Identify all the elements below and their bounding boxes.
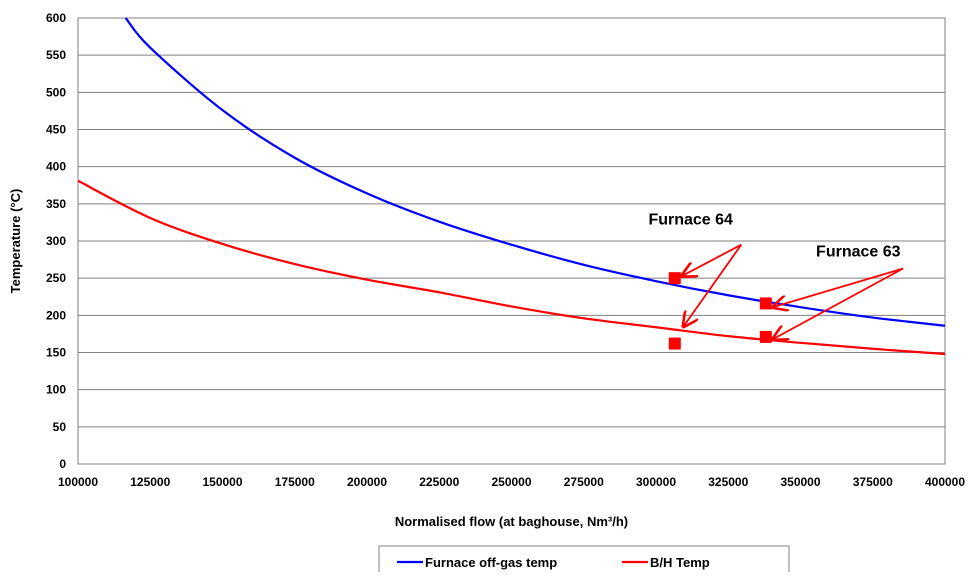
y-tick-label: 150: [46, 346, 66, 360]
x-tick-label: 100000: [58, 475, 98, 489]
plot-area-frame: [77, 17, 946, 465]
y-tick-label: 550: [46, 48, 66, 62]
y-axis-tick-labels: 0 50 100 150 200 250 300 350 400 450 500 550 600: [46, 11, 66, 471]
x-tick-label: 350000: [780, 475, 820, 489]
annotation-arrow: [773, 267, 904, 340]
legend: Furnace off-gas temp B/H Temp: [378, 545, 790, 577]
annotation-label: Furnace 64: [648, 212, 733, 229]
x-tick-label: 225000: [419, 475, 459, 489]
x-tick-label: 200000: [347, 475, 387, 489]
annotation-arrow: [682, 243, 742, 276]
annotation-arrow: [773, 267, 904, 308]
x-axis-title: Normalised flow (at baghouse, Nm³/h): [395, 514, 628, 529]
y-tick-label: 500: [46, 85, 66, 99]
annotations: Furnace 64 Furnace 63: [648, 212, 904, 340]
y-tick-label: 350: [46, 197, 66, 211]
series-line-bh-temp: [77, 179, 946, 356]
x-axis-tick-labels: 100000 125000 150000 175000 200000 225000 2500…: [58, 475, 965, 489]
x-tick-label: 325000: [708, 475, 748, 489]
annotation-label: Furnace 63: [816, 244, 901, 261]
annotation-arrow: [683, 244, 742, 327]
y-tick-label: 250: [46, 271, 66, 285]
data-point-marker: [759, 330, 772, 343]
y-tick-label: 400: [46, 160, 66, 174]
y-tick-label: 100: [46, 383, 66, 397]
x-tick-label: 150000: [202, 475, 242, 489]
x-tick-label: 275000: [564, 475, 604, 489]
legend-items: Furnace off-gas temp B/H Temp: [397, 555, 710, 570]
x-tick-label: 300000: [636, 475, 676, 489]
y-tick-label: 300: [46, 234, 66, 248]
y-tick-label: 50: [53, 420, 67, 434]
legend-label: Furnace off-gas temp: [425, 555, 557, 570]
data-point-marker: [668, 337, 681, 350]
x-tick-label: 125000: [130, 475, 170, 489]
legend-box: [378, 545, 790, 577]
series-line-furnace-off-gas-temp: [124, 17, 946, 327]
x-tick-label: 175000: [275, 475, 315, 489]
y-tick-label: 200: [46, 308, 66, 322]
legend-label: B/H Temp: [650, 555, 710, 570]
y-tick-label: 450: [46, 123, 66, 137]
x-tick-label: 250000: [491, 475, 531, 489]
grid-lines: [78, 54, 945, 428]
y-axis-title: Temperature (°C): [8, 189, 23, 294]
x-tick-label: 375000: [853, 475, 893, 489]
series-lines: [77, 17, 946, 356]
x-tick-label: 400000: [925, 475, 965, 489]
data-point-marker: [668, 272, 681, 285]
data-points: [668, 272, 772, 350]
y-tick-label: 600: [46, 11, 66, 25]
y-tick-label: 0: [59, 457, 66, 471]
data-point-marker: [759, 297, 772, 310]
